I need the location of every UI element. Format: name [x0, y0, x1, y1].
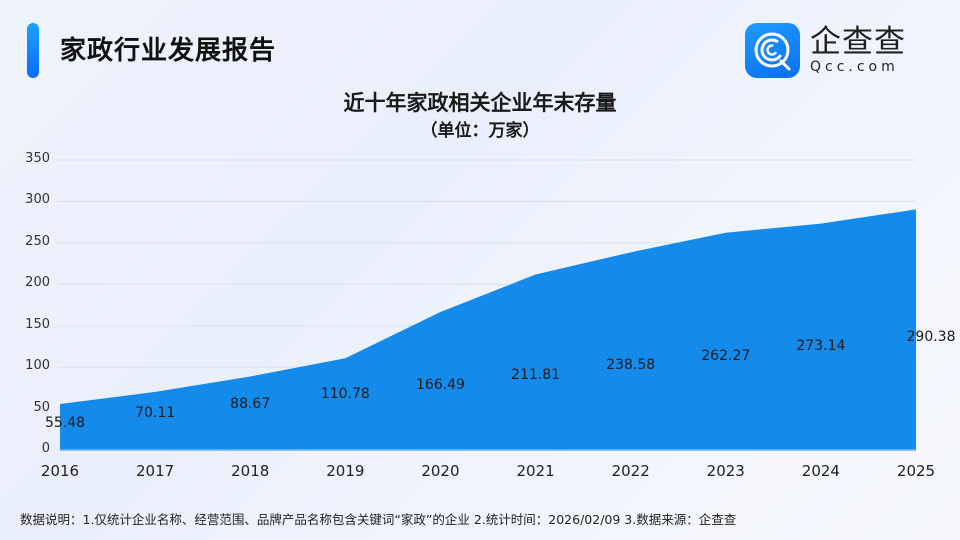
data-label: 70.11 — [135, 405, 176, 422]
data-label: 55.48 — [44, 415, 86, 431]
data-label: 290.38 — [906, 328, 956, 345]
data-label: 88.67 — [230, 395, 271, 412]
chart-title: 近十年家政相关企业年末存量 — [343, 91, 617, 115]
y-tick-label: 300 — [25, 192, 50, 208]
area-series — [60, 209, 916, 450]
data-label: 166.49 — [415, 376, 465, 393]
logo-name-cn: 企查查 — [810, 23, 906, 60]
x-tick-label: 2023 — [706, 462, 745, 480]
title-accent-bar — [27, 23, 39, 78]
data-label: 262.27 — [701, 347, 751, 364]
y-tick-label: 200 — [25, 275, 50, 291]
y-tick-label: 100 — [25, 358, 50, 374]
data-label: 211.81 — [511, 367, 561, 383]
y-tick-label: 0 — [41, 441, 50, 456]
data-label: 110.78 — [320, 386, 370, 403]
x-tick-label: 2024 — [801, 462, 840, 480]
x-tick-label: 2017 — [136, 462, 175, 480]
qcc-logo-icon — [745, 22, 800, 78]
y-tick-label: 350 — [25, 151, 50, 166]
x-tick-label: 2022 — [611, 462, 650, 480]
x-tick-label: 2021 — [516, 462, 555, 480]
data-footnote: 数据说明：1.仅统计企业名称、经营范围、品牌产品名称包含关键词“家政”的企业 2… — [20, 512, 737, 527]
x-tick-label: 2019 — [326, 462, 365, 480]
qcc-logo: 企查查 Qcc.com — [745, 22, 906, 78]
data-label: 273.14 — [796, 338, 846, 355]
y-tick-label: 150 — [25, 316, 50, 332]
y-tick-label: 50 — [33, 399, 50, 415]
data-label: 238.58 — [606, 357, 656, 374]
chart-subtitle: （单位：万家） — [420, 121, 540, 141]
x-tick-label: 2018 — [231, 462, 270, 480]
x-tick-label: 2016 — [40, 462, 80, 480]
y-tick-label: 250 — [25, 233, 50, 249]
x-tick-label: 2025 — [896, 462, 936, 480]
x-tick-label: 2020 — [421, 462, 460, 480]
report-title: 家政行业发展报告 — [60, 36, 277, 66]
logo-name-en: Qcc.com — [810, 58, 899, 75]
